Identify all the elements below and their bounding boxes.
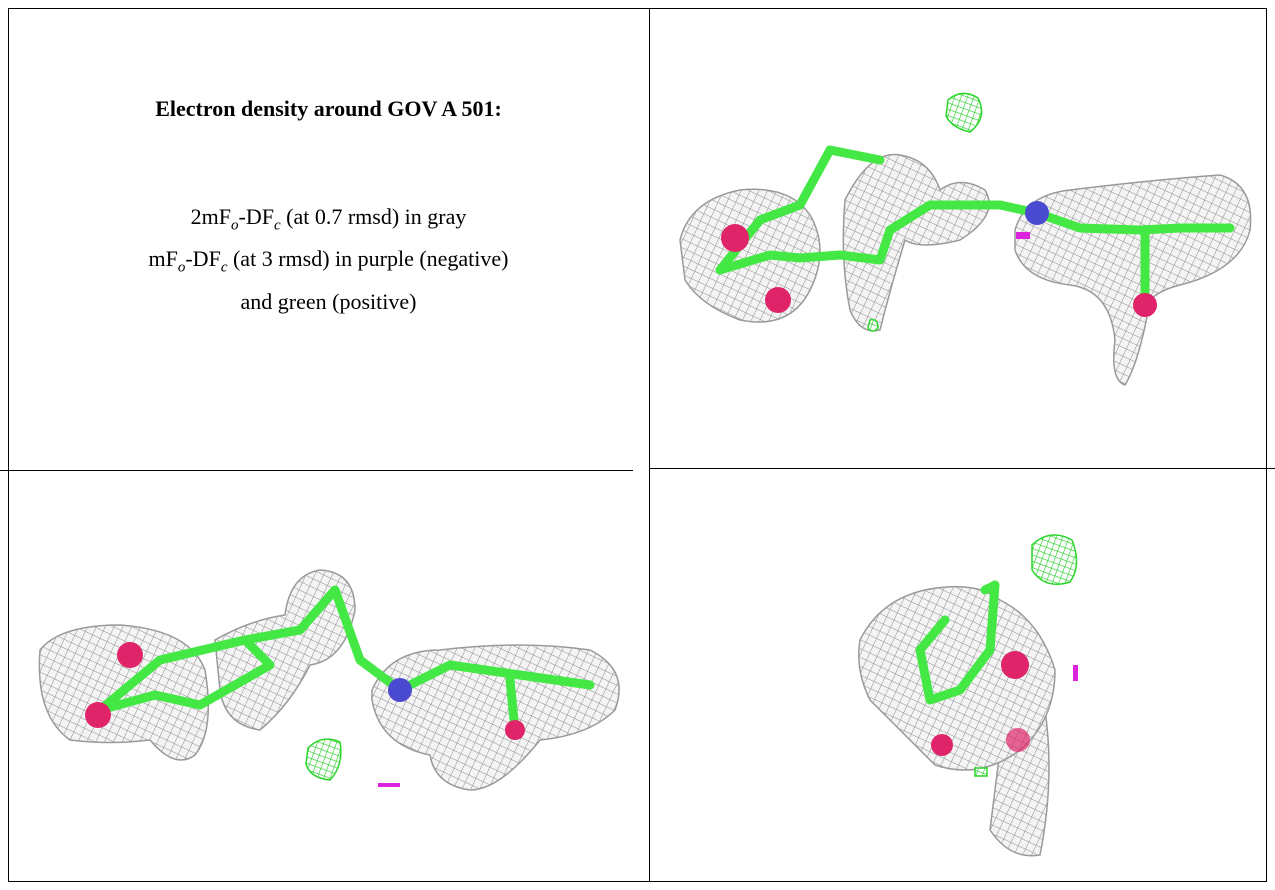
- legend-line: mFo-DFc (at 3 rmsd) in purple (negative): [8, 242, 649, 284]
- legend-text: mF: [149, 246, 178, 271]
- density-view-3: [859, 535, 1078, 856]
- legend-text: and green (positive): [241, 289, 417, 314]
- legend-line: 2mFo-DFc (at 0.7 rmsd) in gray: [8, 200, 649, 242]
- legend-line: and green (positive): [8, 285, 649, 319]
- page: Electron density around GOV A 501: 2mFo-…: [0, 0, 1275, 890]
- subscript: o: [231, 217, 239, 233]
- panel-title: Electron density around GOV A 501:: [8, 96, 649, 122]
- legend-text: -DF: [185, 246, 220, 271]
- density-view-1: [680, 93, 1251, 385]
- legend-text: (at 3 rmsd) in purple (negative): [227, 246, 508, 271]
- legend-text: -DF: [239, 204, 274, 229]
- legend-text: (at 0.7 rmsd) in gray: [281, 204, 467, 229]
- legend-text: 2mF: [191, 204, 231, 229]
- figure-table: [0, 0, 1275, 890]
- subscript: c: [274, 217, 281, 233]
- density-view-2: [39, 570, 619, 790]
